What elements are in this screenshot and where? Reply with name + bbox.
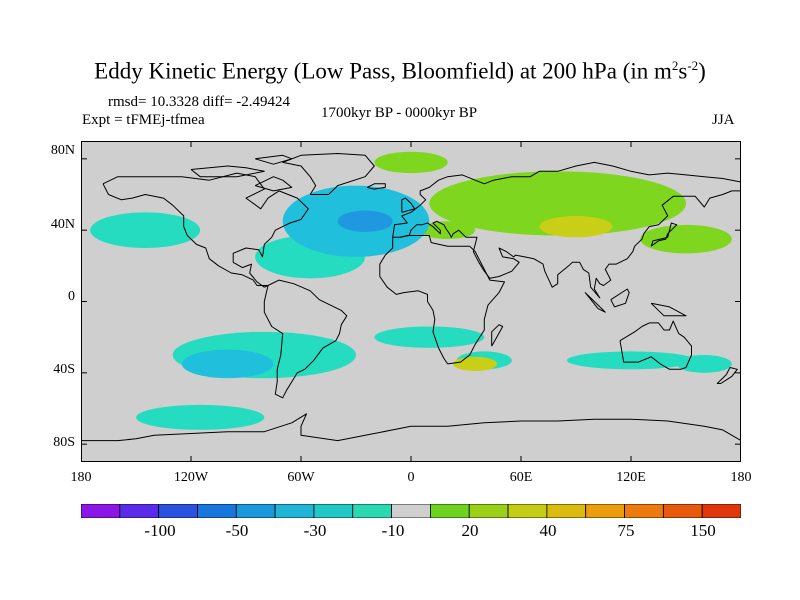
anomaly-region (181, 349, 274, 379)
lon-label-180e: 180 (730, 470, 752, 485)
anomaly-region (676, 355, 732, 373)
colorbar-label: 150 (690, 521, 716, 540)
anomaly-region (337, 210, 393, 232)
coastline (610, 288, 630, 308)
coastline (254, 176, 293, 192)
anomaly-region (640, 224, 732, 254)
anomaly-region (420, 221, 476, 240)
anomaly-region (453, 356, 498, 372)
coastline (190, 165, 265, 178)
colorbar-label: -30 (303, 521, 327, 540)
lat-label-0: 0 (68, 289, 75, 304)
coastline (282, 153, 375, 195)
anomaly-region (136, 404, 265, 430)
lon-label-180w: 180 (70, 470, 92, 485)
colorbar-swatch (624, 504, 664, 518)
eddy-kinetic-energy-map (81, 141, 741, 462)
colorbar-swatch (235, 504, 276, 518)
lon-label-60w: 60W (287, 470, 315, 485)
coastline (392, 161, 741, 238)
lat-label-40n: 40N (50, 217, 75, 232)
experiment-label: Expt = tFMEj-tfmea (82, 112, 205, 128)
anomaly-region (566, 351, 696, 370)
colorbar-swatch (662, 504, 703, 518)
colorbar-label: 75 (617, 521, 635, 540)
anomaly-region (90, 212, 201, 248)
coastline (584, 292, 606, 313)
season-label: JJA (712, 112, 735, 128)
coastline (650, 222, 678, 247)
anomaly-region (429, 171, 686, 236)
map-title-end: ) (698, 58, 706, 84)
lat-label-40s: 40S (53, 362, 75, 377)
colorbar-label: -100 (144, 521, 176, 540)
colorbar-swatch (391, 504, 431, 518)
colorbar-swatch (313, 504, 354, 518)
period-label: 1700kyr BP - 0000kyr BP (321, 105, 478, 121)
anomaly-region (539, 215, 613, 238)
lat-label-80s: 80S (53, 435, 75, 450)
colorbar-label: -50 (225, 521, 249, 540)
anomaly-region (374, 151, 448, 174)
colorbar-label: -10 (381, 521, 405, 540)
unit-exponent-2: -2 (687, 58, 699, 73)
colorbar-swatch (546, 504, 587, 518)
colorbar-swatch (507, 504, 548, 518)
colorbar-swatch (585, 504, 625, 518)
colorbar-label: 40 (539, 521, 557, 540)
colorbar-swatch (274, 504, 315, 518)
coastline (619, 320, 692, 370)
lat-label-80n: 80N (50, 143, 75, 158)
unit-exponent-1: 2 (671, 58, 679, 73)
lon-label-120e: 120E (616, 470, 646, 485)
map-title: Eddy Kinetic Energy (Low Pass, Bloomfiel… (0, 58, 800, 85)
colorbar-swatch (701, 504, 741, 518)
coastline (491, 324, 504, 347)
anomaly-region (374, 326, 485, 348)
coastline (366, 183, 386, 190)
coastline (716, 367, 738, 384)
unit-seconds: s (678, 58, 688, 84)
colorbar-label: 20 (461, 521, 479, 540)
coastline (81, 413, 741, 442)
map-title-text: Eddy Kinetic Energy (Low Pass, Bloomfiel… (94, 58, 672, 84)
colorbar-swatch (81, 504, 121, 518)
coastline (263, 279, 348, 399)
stats-label: rmsd= 10.3328 diff= -2.49424 (108, 94, 291, 110)
coastline (255, 154, 293, 165)
colorbar-swatch (352, 504, 392, 518)
colorbar-swatch (468, 504, 509, 518)
coastline (102, 172, 309, 288)
coastline (401, 197, 416, 213)
coastline (399, 190, 741, 299)
lon-label-0: 0 (407, 470, 415, 485)
lon-label-60e: 60E (509, 470, 533, 485)
colorbar-swatch (430, 504, 470, 518)
colorbar-swatch (197, 504, 237, 518)
colorbar-swatch (119, 504, 160, 518)
coastline (379, 235, 505, 365)
colorbar (81, 504, 741, 518)
colorbar-swatch (158, 504, 198, 518)
lon-label-120w: 120W (173, 470, 209, 485)
coastline (650, 302, 687, 317)
